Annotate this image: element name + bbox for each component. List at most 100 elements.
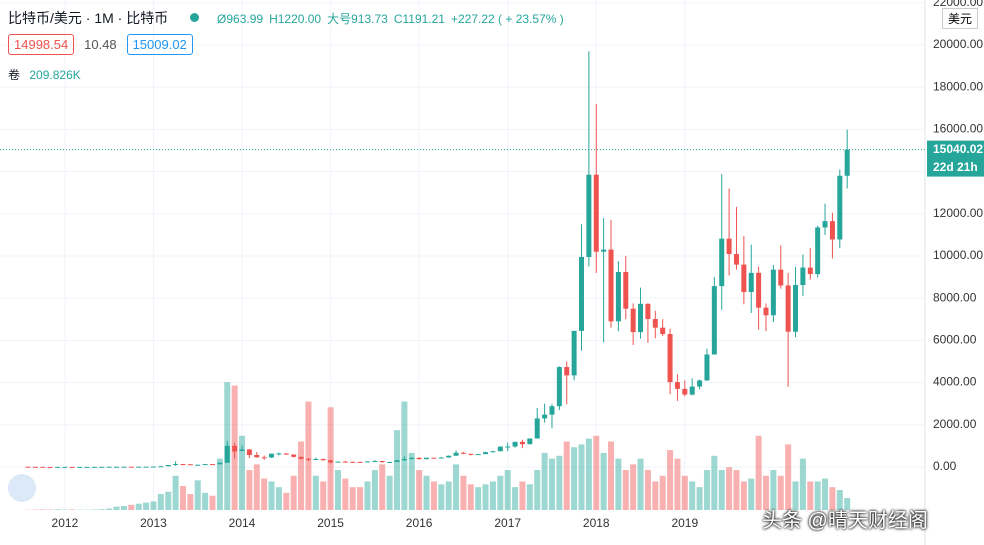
candle-body [224,445,230,463]
volume-bar [438,484,445,510]
watermark: 头条 @晴天财经阁 [762,510,928,532]
y-tick-label: 0.00 [933,459,957,473]
spread: 10.48 [84,37,117,52]
candle-body [364,461,370,463]
volume-bar [401,401,408,510]
x-tick-label: 2019 [671,516,698,530]
volume-legend: 卷 209.826K [8,66,81,83]
currency-button[interactable]: 美元 [941,8,978,29]
volume-bar [681,475,688,510]
volume-bar [268,481,275,510]
candle-body [483,452,489,455]
volume-bar [571,447,578,510]
volume-last: 209.826K [29,68,81,82]
x-tick-label: 2015 [317,516,344,530]
volume-bar [179,486,186,510]
volume-bar [541,452,548,510]
volume-bar [799,458,806,510]
candle-body [254,455,260,458]
volume-bar [290,475,297,510]
volume-bar [585,438,592,510]
volume-bar [770,470,777,510]
volume-bar [253,464,260,510]
volume-bar [836,490,843,510]
candle-body [542,414,548,419]
candle-body [674,382,680,389]
volume-bar [777,475,784,510]
candle-body [446,455,452,458]
candle-body [689,386,695,395]
candle-body [719,238,725,287]
candle-body [91,466,97,468]
candle-body [165,464,171,467]
volume-bar [600,452,607,510]
candle-body [711,286,717,355]
volume-bar [548,458,555,510]
volume-bar [622,470,629,510]
volume-bar [275,487,282,510]
candle-body [645,303,651,320]
volume-name: 卷 [8,68,21,82]
candle-body [623,271,629,309]
candle-body [298,456,304,459]
volume-bar [711,455,718,510]
volume-bar [460,475,467,510]
y-tick-label: 4000.00 [933,375,977,389]
volume-bar [54,509,61,510]
logo [8,474,36,502]
candle-body [269,453,275,458]
volume-bar [740,481,747,510]
volume-bar [157,494,164,510]
volume-bar [327,407,334,510]
candle-body [652,319,658,328]
candle-body [438,457,444,459]
volume-bar [703,470,710,510]
candle-body [342,461,348,463]
volume-bar [312,475,319,510]
candle-body [601,249,607,252]
candle-body [638,303,644,333]
candle-body [136,466,142,468]
candle-body [210,464,215,466]
volume-bar [534,470,541,510]
candle-body [593,174,599,252]
x-tick-label: 2012 [52,516,79,530]
buy-button[interactable]: 15009.02 [126,34,193,55]
candle-body [667,334,673,383]
candle-body [579,257,584,331]
candle-body [313,458,319,460]
volume-bar [652,481,659,510]
y-tick-label: 22000.00 [933,0,983,9]
header: 比特币/美元 · 1M · 比特币 Ø963.99 H1220.00 大号913.7… [8,8,570,28]
candle-body [497,446,503,452]
volume-bar [763,475,769,510]
candle-body [232,445,238,452]
candle-body [564,367,570,376]
candle-body [748,272,754,293]
candle-body [246,449,252,456]
volume-bar [822,478,829,510]
candle-body [283,453,289,455]
volume-bar [467,484,474,510]
candle-body [217,462,223,465]
candle-body [586,174,592,258]
candle-body [453,452,459,456]
axis-panel [925,0,984,545]
volume-bar [615,458,622,510]
volume-bar [320,481,327,510]
volume-bar [674,458,681,510]
volume-bar [696,487,703,510]
candle-body [682,388,688,395]
volume-bar [659,475,666,510]
candle-body [55,466,61,468]
sell-button[interactable]: 14998.54 [8,34,75,55]
volume-bar [143,502,150,510]
quote-row: 14998.54 10.48 15009.02 [8,34,193,55]
candle-body [401,459,407,461]
candle-body [121,466,127,468]
volume-bar [593,435,600,510]
volume-bar [519,481,526,510]
y-tick-label: 6000.00 [933,333,977,347]
candle-body [394,460,400,462]
volume-bar [807,481,814,510]
